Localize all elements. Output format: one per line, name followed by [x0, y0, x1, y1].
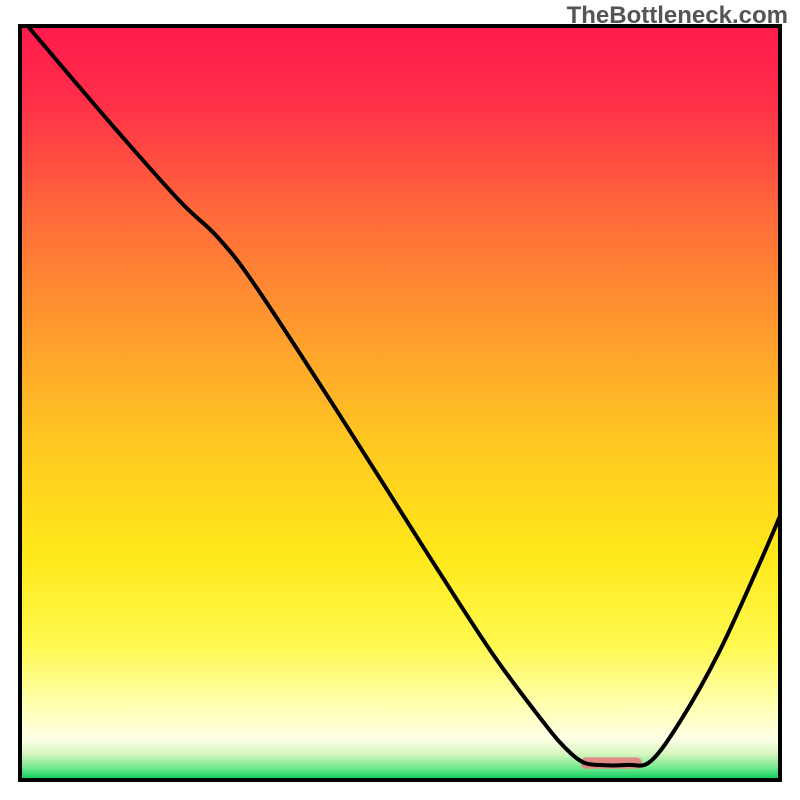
bottleneck-chart: TheBottleneck.com	[0, 0, 800, 800]
plot-area	[20, 26, 780, 780]
gradient-background	[20, 26, 780, 780]
chart-svg	[0, 0, 800, 800]
watermark-text: TheBottleneck.com	[567, 2, 788, 30]
